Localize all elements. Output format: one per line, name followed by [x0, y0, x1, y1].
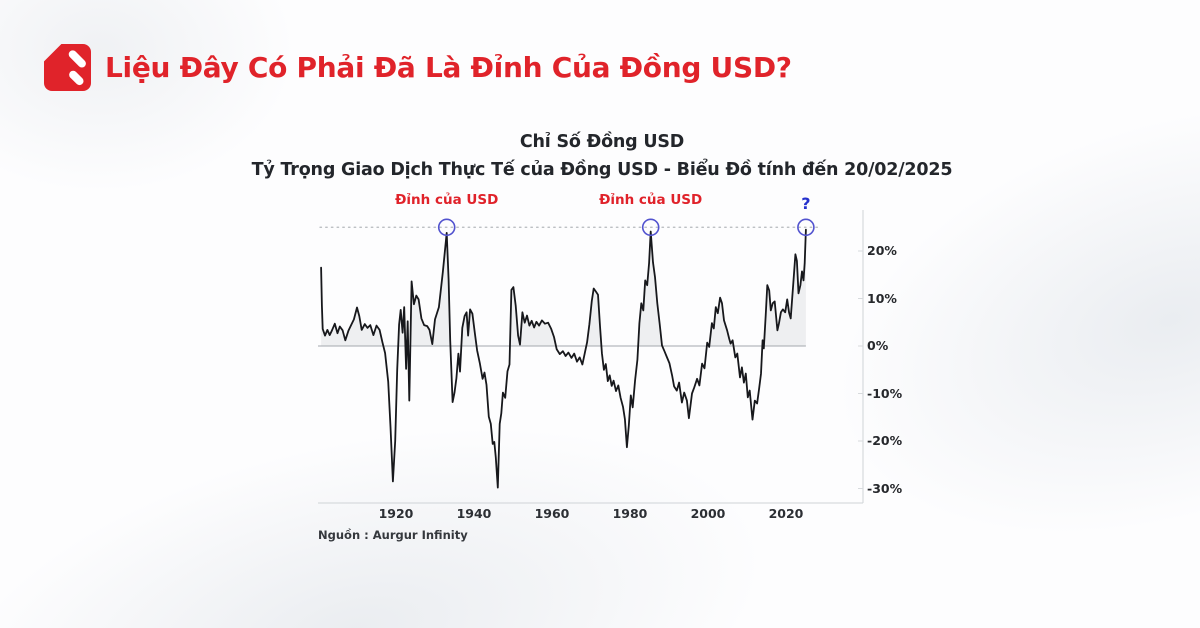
- y-tick-label: -30%: [867, 480, 903, 496]
- x-tick-label: 1940: [456, 506, 492, 521]
- y-tick-label: 0%: [867, 338, 889, 353]
- y-tick-label: -10%: [867, 385, 903, 401]
- chart-title: Chỉ Số Đồng USD: [519, 132, 685, 152]
- peak-circle-marker: [797, 218, 815, 237]
- x-tick-label: 2000: [690, 506, 726, 521]
- question-annotation: ?: [801, 194, 811, 213]
- peak-circle-marker: [641, 218, 660, 237]
- y-tick-label: -20%: [867, 433, 903, 448]
- x-tick-label: 1920: [378, 506, 414, 521]
- x-tick-label: 1980: [612, 506, 648, 521]
- peak-annotation-label: Đỉnh của USD: [599, 192, 703, 208]
- header: Liệu Đây Có Phải Đã Là Đỉnh Của Đồng USD…: [44, 44, 792, 91]
- area-fill: [321, 229, 806, 346]
- peak-circle-marker: [437, 218, 456, 237]
- y-tick-label: 20%: [867, 243, 897, 258]
- x-tick-label: 1960: [534, 506, 570, 521]
- chart-subtitle: Tỷ Trọng Giao Dịch Thực Tế của Đồng USD …: [251, 160, 953, 180]
- y-tick-label: 10%: [867, 290, 897, 306]
- source-label: Nguồn : Aurgur Infinity: [318, 528, 468, 542]
- page-title: Liệu Đây Có Phải Đã Là Đỉnh Của Đồng USD…: [105, 51, 792, 84]
- peak-annotation-label: Đỉnh của USD: [395, 192, 499, 208]
- x-tick-label: 2020: [768, 506, 804, 521]
- usd-index-line: [320, 228, 807, 489]
- chart-title-block: Chỉ Số Đồng USD Tỷ Trọng Giao Dịch Thực …: [240, 132, 964, 180]
